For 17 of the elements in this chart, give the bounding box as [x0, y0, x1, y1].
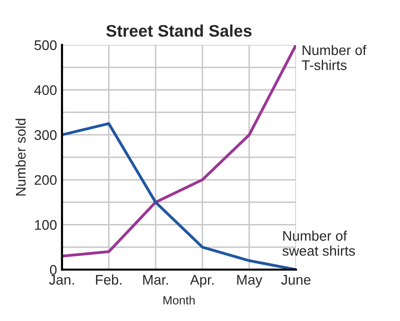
x-tick-label: Feb.: [96, 274, 122, 285]
series-label: Number of T-shirts: [302, 44, 366, 70]
y-tick-label: 100: [35, 220, 57, 230]
y-tick-label: 0: [50, 264, 57, 275]
x-tick-label: Jan.: [49, 275, 74, 285]
series-label: Number of sweat shirts: [282, 230, 355, 256]
x-axis-title: Month: [164, 296, 195, 304]
x-tick-label: Apr.: [190, 275, 214, 288]
y-tick-label: 400: [34, 85, 57, 96]
x-tick-label: June: [281, 275, 310, 285]
x-tick-label: Mar.: [143, 275, 168, 285]
y-tick-label: 500: [34, 40, 57, 50]
chart-title: Street Stand Sales: [106, 24, 252, 37]
y-tick-label: 300: [34, 130, 57, 140]
y-tick-label: 200: [34, 175, 57, 185]
x-tick-label: May: [237, 275, 262, 288]
y-axis-title: Number sold: [15, 118, 26, 196]
